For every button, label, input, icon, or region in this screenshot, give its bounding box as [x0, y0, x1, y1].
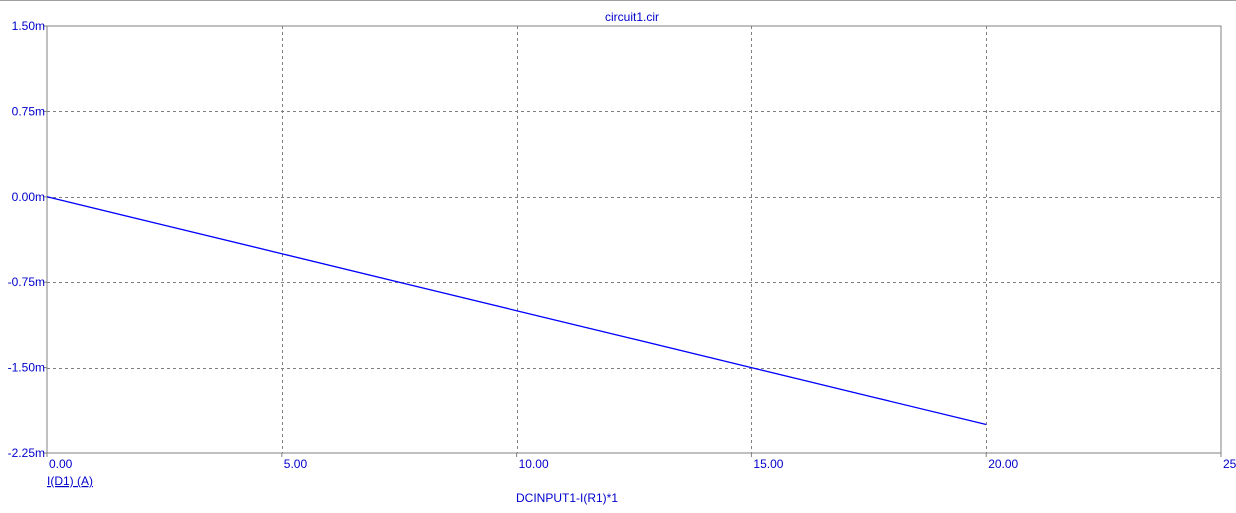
x-tick-label: 15.00	[753, 457, 783, 471]
y-tick-label: 0.75m	[12, 104, 45, 118]
grid	[47, 26, 1221, 453]
chart-title: circuit1.cir	[605, 10, 659, 24]
y-axis: 1.50m 0.75m 0.00m -0.75m -1.50m -2.25m	[8, 19, 47, 460]
x-tick-label: 0.00	[49, 457, 73, 471]
plot-frame	[46, 25, 1222, 454]
x-axis-label: DCINPUT1-I(R1)*1	[516, 491, 618, 505]
x-tick-label: 5.00	[284, 457, 308, 471]
series-layer	[46, 196, 987, 426]
y-tick-label: 1.50m	[12, 19, 45, 33]
x-tick-label: 20.00	[988, 457, 1018, 471]
series-line	[46, 196, 987, 426]
x-axis: 0.00 5.00 10.00 15.00 20.00 25.00	[46, 453, 1236, 471]
y-tick-label: -0.75m	[8, 275, 45, 289]
x-tick-label: 10.00	[519, 457, 549, 471]
x-tick-label: 25.00	[1223, 457, 1236, 471]
y-tick-label: 0.00m	[12, 190, 45, 204]
series-label[interactable]: I(D1) (A)	[47, 474, 93, 488]
y-tick-label: -2.25m	[8, 446, 45, 460]
y-tick-label: -1.50m	[8, 361, 45, 375]
